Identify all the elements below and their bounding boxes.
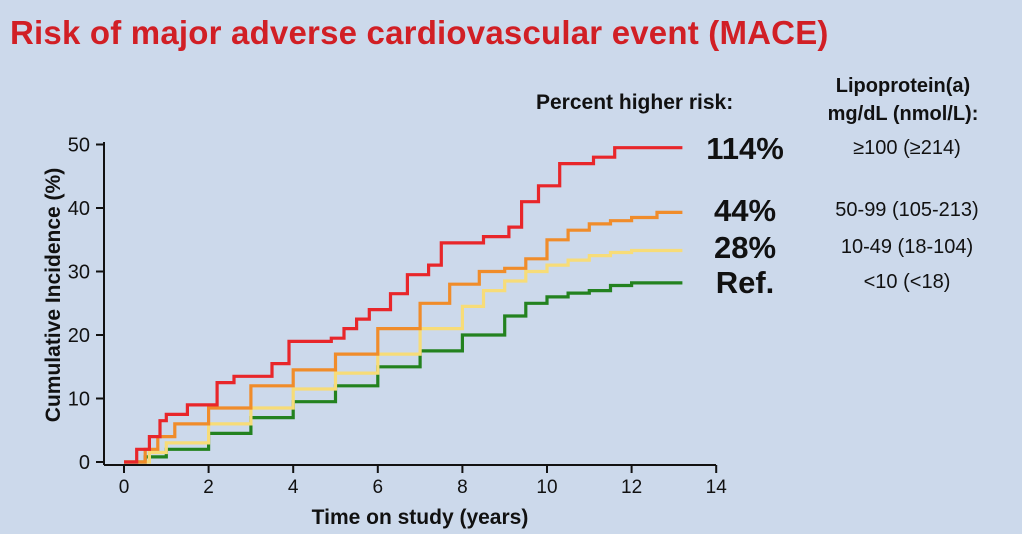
series-line-red xyxy=(124,146,683,464)
series-line-orange xyxy=(124,210,683,464)
y-tick-label: 50 xyxy=(68,135,90,157)
y-tick-label: 0 xyxy=(79,452,90,474)
chart-title: Risk of major adverse cardiovascular eve… xyxy=(10,14,829,51)
x-tick-label: 6 xyxy=(373,477,384,498)
percent-label-green: Ref. xyxy=(716,265,775,300)
series-line-yellow xyxy=(124,248,683,464)
x-tick-label: 8 xyxy=(457,477,468,498)
lpa-range-label-orange: 50-99 (105-213) xyxy=(835,199,978,221)
x-axis-label: Time on study (years) xyxy=(312,506,529,529)
x-tick-label: 0 xyxy=(119,477,130,498)
y-tick-label: 10 xyxy=(68,389,90,411)
percent-label-red: 114% xyxy=(706,131,784,166)
x-tick-label: 4 xyxy=(288,477,299,498)
lpa-range-label-green: <10 (<18) xyxy=(864,271,951,293)
y-tick-label: 20 xyxy=(68,325,90,347)
x-tick-label: 12 xyxy=(621,477,642,498)
x-tick-label: 2 xyxy=(203,477,214,498)
lpa-header-line1: Lipoprotein(a) xyxy=(836,75,970,97)
percent-label-yellow: 28% xyxy=(714,230,776,265)
lpa-range-label-yellow: 10-49 (18-104) xyxy=(841,236,973,258)
y-axis-label: Cumulative Incidence (%) xyxy=(42,168,65,422)
x-tick-label: 10 xyxy=(536,477,557,498)
y-tick-label: 40 xyxy=(68,198,90,220)
percent-higher-risk-header: Percent higher risk: xyxy=(536,91,733,114)
lpa-range-label-red: ≥100 (≥214) xyxy=(853,137,961,159)
lpa-header-line2: mg/dL (nmol/L): xyxy=(828,103,979,125)
y-tick-label: 30 xyxy=(68,262,90,284)
x-tick-label: 14 xyxy=(706,477,728,498)
percent-label-orange: 44% xyxy=(714,193,776,228)
